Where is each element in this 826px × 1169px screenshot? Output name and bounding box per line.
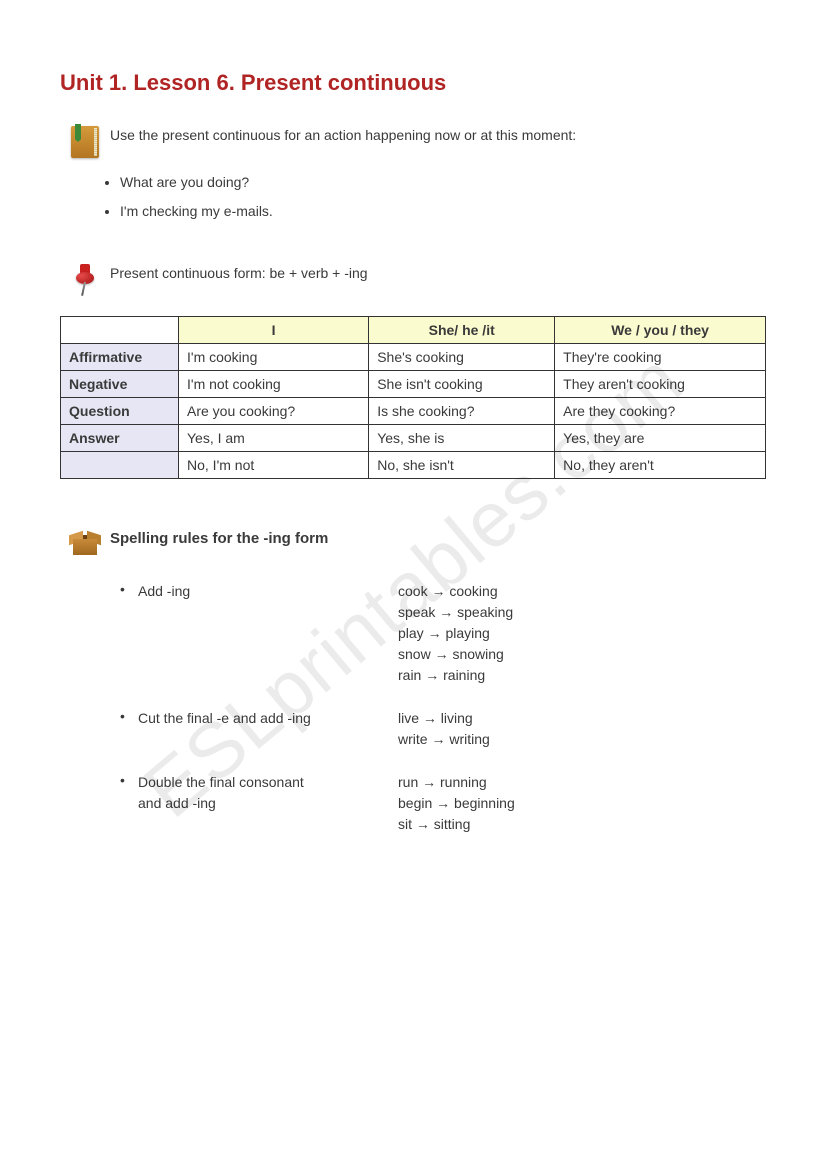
rule-example-line: snow → snowing <box>398 644 766 665</box>
table-cell: No, she isn't <box>369 452 555 479</box>
table-cell: Yes, she is <box>369 425 555 452</box>
box-icon <box>60 527 110 557</box>
rule-example-line: begin → beginning <box>398 793 766 814</box>
conjugation-table: I She/ he /it We / you / they Affirmativ… <box>60 316 766 479</box>
table-row-header: Answer <box>61 425 179 452</box>
spelling-rule: •Cut the final -e and add -inglive → liv… <box>60 708 766 750</box>
table-cell: Yes, they are <box>555 425 766 452</box>
rule-examples: live → livingwrite → writing <box>398 708 766 750</box>
rule-label: Add -ing <box>138 581 398 602</box>
intro-text: Use the present continuous for an action… <box>110 124 766 146</box>
form-section: Present continuous form: be + verb + -in… <box>60 262 766 298</box>
rule-example-line: run → running <box>398 772 766 793</box>
table-col-header: I <box>179 317 369 344</box>
rule-label: Cut the final -e and add -ing <box>138 708 398 729</box>
table-cell: I'm not cooking <box>179 371 369 398</box>
table-row: AffirmativeI'm cookingShe's cookingThey'… <box>61 344 766 371</box>
table-blank-header <box>61 317 179 344</box>
table-row-header <box>61 452 179 479</box>
table-cell: Is she cooking? <box>369 398 555 425</box>
table-cell: They're cooking <box>555 344 766 371</box>
pin-icon <box>60 262 110 298</box>
table-col-header: She/ he /it <box>369 317 555 344</box>
intro-section: Use the present continuous for an action… <box>60 124 766 158</box>
bullet-icon: • <box>120 708 138 724</box>
table-col-header: We / you / they <box>555 317 766 344</box>
table-row: NegativeI'm not cookingShe isn't cooking… <box>61 371 766 398</box>
page-title: Unit 1. Lesson 6. Present continuous <box>60 70 766 96</box>
rule-example-line: live → living <box>398 708 766 729</box>
table-cell: Are you cooking? <box>179 398 369 425</box>
table-cell: They aren't cooking <box>555 371 766 398</box>
table-row: No, I'm notNo, she isn'tNo, they aren't <box>61 452 766 479</box>
table-cell: No, they aren't <box>555 452 766 479</box>
rule-example-line: write → writing <box>398 729 766 750</box>
spelling-rule: •Double the final consonantand add -ingr… <box>60 772 766 835</box>
table-cell: I'm cooking <box>179 344 369 371</box>
bullet-icon: • <box>120 772 138 788</box>
table-row: QuestionAre you cooking?Is she cooking?A… <box>61 398 766 425</box>
list-item: What are you doing? <box>120 172 766 193</box>
rule-example-line: speak → speaking <box>398 602 766 623</box>
spelling-rules: •Add -ingcook → cookingspeak → speakingp… <box>60 581 766 835</box>
list-item: I'm checking my e-mails. <box>120 201 766 222</box>
rule-examples: run → runningbegin → beginningsit → sitt… <box>398 772 766 835</box>
table-row: AnswerYes, I amYes, she isYes, they are <box>61 425 766 452</box>
book-icon <box>60 124 110 158</box>
spelling-title: Spelling rules for the -ing form <box>110 527 766 551</box>
table-cell: No, I'm not <box>179 452 369 479</box>
rule-label: Double the final consonantand add -ing <box>138 772 398 814</box>
spelling-section: Spelling rules for the -ing form <box>60 527 766 567</box>
table-cell: Are they cooking? <box>555 398 766 425</box>
table-cell: She isn't cooking <box>369 371 555 398</box>
spelling-rule: •Add -ingcook → cookingspeak → speakingp… <box>60 581 766 686</box>
rule-example-line: rain → raining <box>398 665 766 686</box>
table-row-header: Negative <box>61 371 179 398</box>
intro-bullets: What are you doing? I'm checking my e-ma… <box>60 172 766 222</box>
rule-example-line: cook → cooking <box>398 581 766 602</box>
table-cell: Yes, I am <box>179 425 369 452</box>
table-row-header: Question <box>61 398 179 425</box>
rule-examples: cook → cookingspeak → speakingplay → pla… <box>398 581 766 686</box>
table-row-header: Affirmative <box>61 344 179 371</box>
form-note-text: Present continuous form: be + verb + -in… <box>110 262 766 284</box>
bullet-icon: • <box>120 581 138 597</box>
rule-example-line: play → playing <box>398 623 766 644</box>
rule-example-line: sit → sitting <box>398 814 766 835</box>
table-cell: She's cooking <box>369 344 555 371</box>
